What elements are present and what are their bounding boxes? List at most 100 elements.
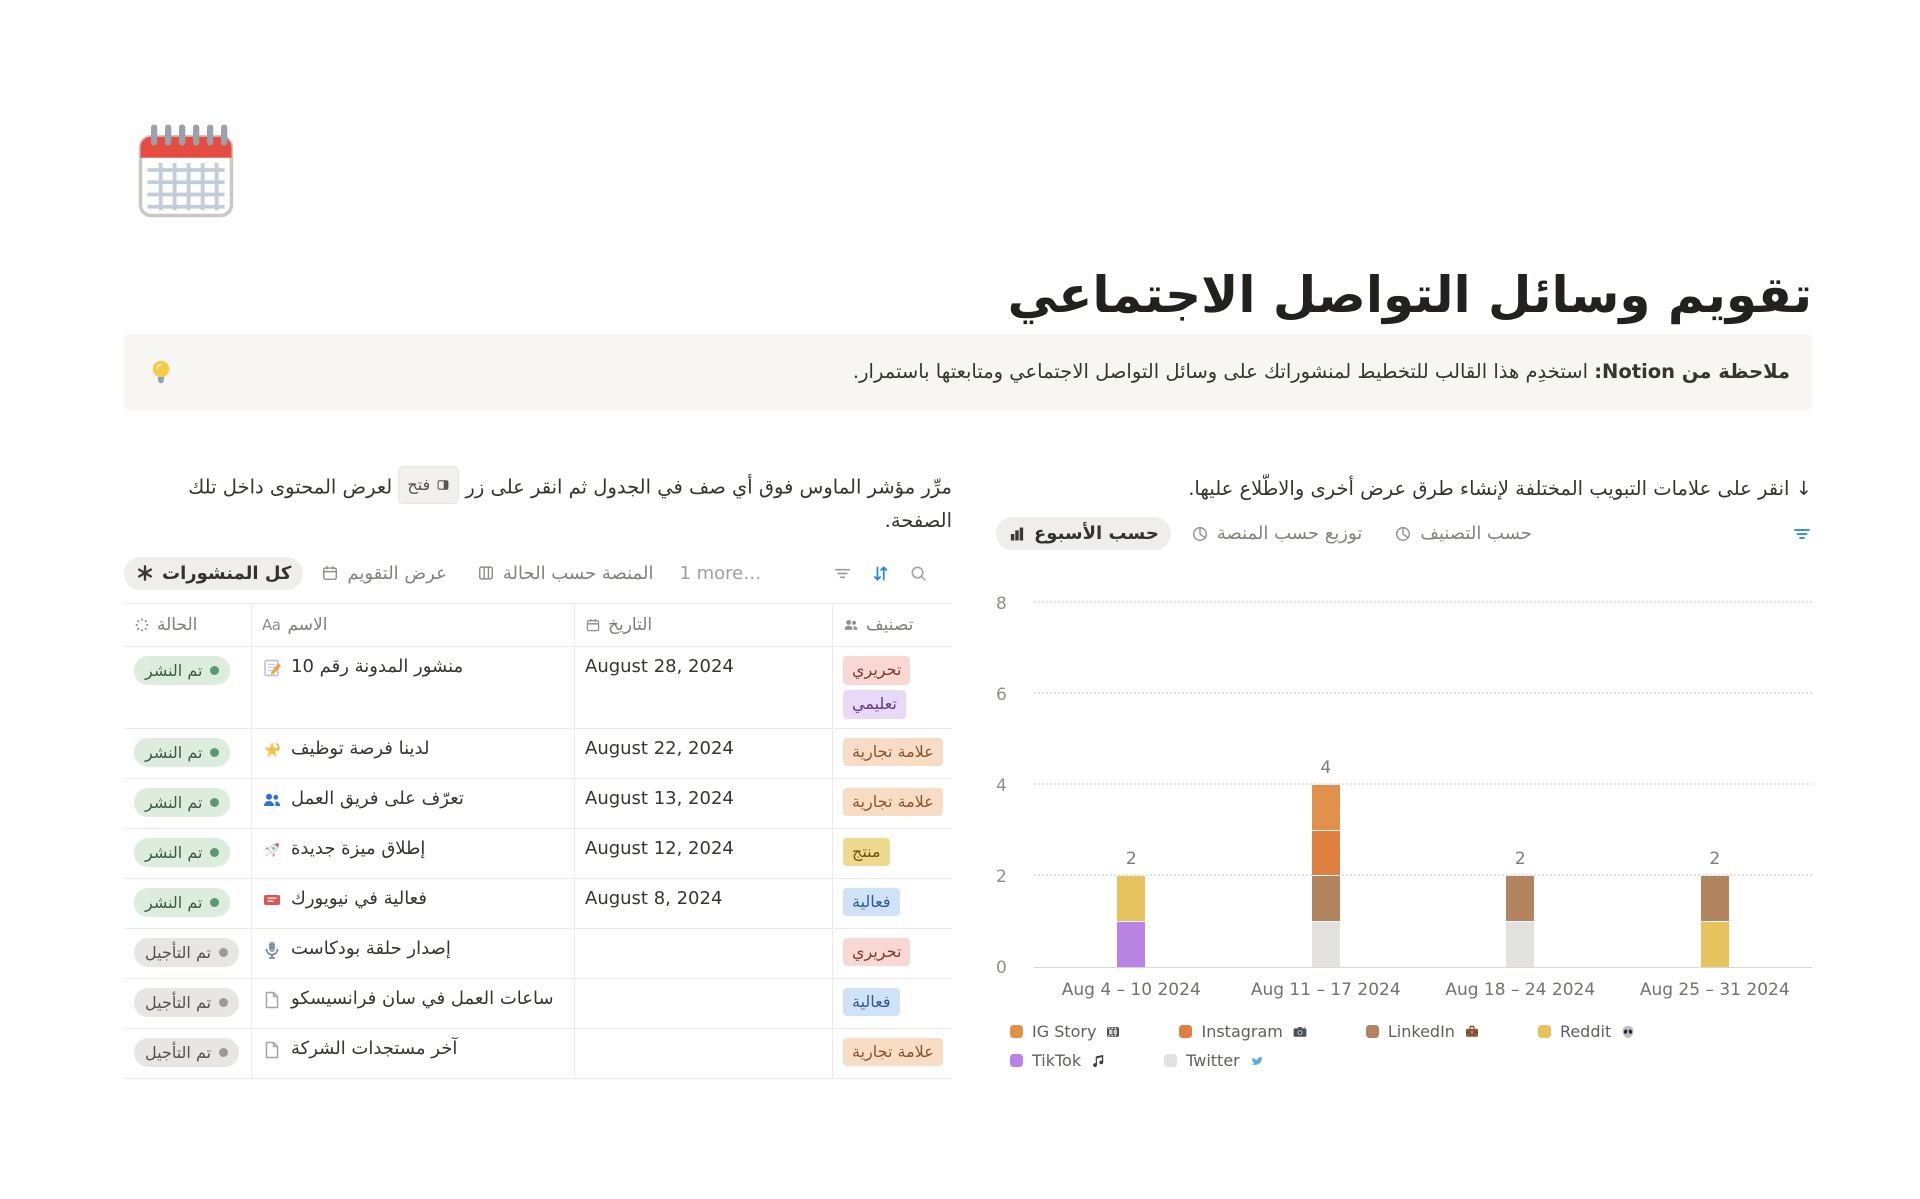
legend-swatch	[1179, 1025, 1193, 1038]
search-icon[interactable]	[909, 564, 928, 583]
category-chip[interactable]: تعليمي	[843, 689, 906, 719]
tags-cell[interactable]: منتج	[833, 829, 952, 878]
name-cell[interactable]: إصدار حلقة بودكاست	[252, 928, 575, 978]
category-chip[interactable]: تحريري	[843, 656, 911, 685]
category-chip[interactable]: علامة تجارية	[843, 737, 943, 767]
tags-cell[interactable]: علامة تجارية	[833, 1029, 952, 1078]
date-cell[interactable]: August 28, 2024	[575, 647, 833, 728]
table-row[interactable]: تم النشر إطلاق ميزة جديدة August 12, 2024 م…	[124, 828, 952, 879]
callout-body: استخدِم هذا القالب للتخطيط لمنشوراتك على…	[852, 360, 1595, 384]
date-cell[interactable]: August 22, 2024	[575, 728, 833, 778]
tab-by-week[interactable]: حسب الأسبوع	[996, 517, 1171, 550]
bar-slot: 2	[1618, 603, 1813, 967]
briefcase-icon	[1464, 1024, 1480, 1040]
status-cell[interactable]: تم النشر	[124, 728, 252, 778]
tags-cell[interactable]: فعالية	[833, 879, 952, 928]
column-header[interactable]: Aa الاسم	[252, 604, 575, 646]
category-chip[interactable]: منتج	[843, 837, 890, 867]
status-badge[interactable]: تم النشر	[134, 787, 231, 817]
gridline	[1034, 601, 1812, 603]
category-chip[interactable]: فعالية	[843, 987, 900, 1017]
status-cell[interactable]: تم النشر	[124, 878, 252, 928]
tab-by-category[interactable]: حسب التصنيف	[1382, 517, 1544, 550]
tags-cell[interactable]: علامة تجارية	[833, 729, 952, 778]
table-row[interactable]: تم التأجيل إصدار حلقة بودكاست تحريري	[124, 928, 952, 979]
status-cell[interactable]: تم التأجيل	[124, 1028, 252, 1078]
table-row[interactable]: تم النشر منشور المدونة رقم 10 August 28, 2…	[124, 647, 952, 729]
name-cell[interactable]: ساعات العمل في سان فرانسيسكو	[252, 978, 575, 1028]
side-peek-icon	[436, 478, 450, 492]
bar-segment-linkedin	[1700, 876, 1729, 922]
tab-label: حسب الأسبوع	[1034, 523, 1159, 544]
open-button[interactable]: فتح	[398, 466, 460, 504]
y-axis-label: 6	[996, 685, 1007, 705]
status-label: تم التأجيل	[145, 1042, 212, 1062]
table-row[interactable]: تم النشر تعرّف على فريق العمل August 13, 2…	[124, 778, 952, 829]
legend-item: TikTok	[1010, 1051, 1106, 1070]
bar-segment-ig-story	[1311, 785, 1340, 831]
tab-all-posts[interactable]: كل المنشورات	[124, 556, 304, 590]
name-cell[interactable]: تعرّف على فريق العمل	[252, 778, 575, 828]
status-cell[interactable]: تم النشر	[124, 828, 252, 878]
page-calendar-icon[interactable]	[130, 114, 242, 226]
pie-chart-icon	[1394, 525, 1412, 543]
name-cell[interactable]: لدينا فرصة توظيف	[252, 728, 575, 778]
bar-segment-twitter	[1311, 921, 1340, 967]
tab-by-platform[interactable]: توزيع حسب المنصة	[1179, 517, 1374, 550]
status-cell[interactable]: تم التأجيل	[124, 928, 252, 978]
post-title: تعرّف على فريق العمل	[291, 787, 464, 809]
status-badge[interactable]: تم النشر	[134, 837, 231, 867]
category-chip[interactable]: تحريري	[843, 937, 911, 967]
status-cell[interactable]: تم التأجيل	[124, 978, 252, 1028]
sort-icon[interactable]	[871, 564, 890, 583]
status-badge[interactable]: تم التأجيل	[134, 987, 240, 1017]
table-row[interactable]: تم النشر فعالية في نيويورك August 8, 2024 ف…	[124, 878, 952, 929]
microphone-icon	[262, 940, 282, 960]
legend-label: LinkedIn	[1387, 1022, 1455, 1041]
column-header[interactable]: التاريخ	[575, 604, 833, 646]
date-cell[interactable]: August 13, 2024	[575, 778, 833, 828]
status-cell[interactable]: تم النشر	[124, 647, 252, 728]
status-badge[interactable]: تم التأجيل	[134, 1037, 240, 1067]
date-cell[interactable]	[575, 1028, 833, 1078]
table-row[interactable]: تم التأجيل ساعات العمل في سان فرانسيسكو فع…	[124, 978, 952, 1029]
status-cell[interactable]: تم النشر	[124, 778, 252, 828]
column-header[interactable]: تصنيف	[833, 604, 952, 646]
tab-platform-by-status[interactable]: المنصة حسب الحالة	[465, 557, 666, 590]
tags-cell[interactable]: تحريري	[833, 929, 952, 978]
tab-calendar-view[interactable]: عرض التقويم	[309, 557, 458, 590]
column-header[interactable]: الحالة	[124, 604, 252, 646]
post-title: إصدار حلقة بودكاست	[291, 937, 451, 959]
date-cell[interactable]: August 8, 2024	[575, 878, 833, 928]
chart-filter-icon[interactable]	[1792, 524, 1812, 544]
chart-plot: 0 2 4 6 8 2 4 2 2	[996, 594, 1813, 978]
category-chip[interactable]: علامة تجارية	[843, 787, 943, 817]
category-chip[interactable]: علامة تجارية	[843, 1037, 943, 1067]
category-chip[interactable]: فعالية	[843, 887, 900, 917]
name-cell[interactable]: آخر مستجدات الشركة	[252, 1028, 575, 1078]
bar-segment-reddit	[1117, 876, 1146, 922]
name-cell[interactable]: فعالية في نيويورك	[252, 878, 575, 928]
table-row[interactable]: تم التأجيل آخر مستجدات الشركة علامة تجارية	[124, 1028, 952, 1079]
status-badge[interactable]: تم النشر	[134, 656, 231, 686]
name-cell[interactable]: إطلاق ميزة جديدة	[252, 828, 575, 878]
callout-text: ملاحظة من Notion: استخدِم هذا القالب للت…	[194, 357, 1790, 386]
hint-before: مرِّر مؤشر الماوس فوق أي صف في الجدول ثم…	[459, 475, 952, 499]
date-cell[interactable]	[575, 978, 833, 1028]
filter-icon[interactable]	[833, 564, 852, 583]
table-hint: مرِّر مؤشر الماوس فوق أي صف في الجدول ثم…	[124, 466, 952, 537]
tags-cell[interactable]: علامة تجارية	[833, 779, 952, 828]
name-cell[interactable]: منشور المدونة رقم 10	[252, 647, 575, 728]
more-tabs[interactable]: 1 more…	[679, 562, 762, 584]
table-row[interactable]: تم النشر لدينا فرصة توظيف August 22, 2024 ع…	[124, 728, 952, 779]
legend-label: Twitter	[1186, 1051, 1240, 1070]
tags-cell[interactable]: فعالية	[833, 979, 952, 1028]
tags-cell[interactable]: تحريري تعليمي	[833, 647, 952, 728]
status-badge[interactable]: تم النشر	[134, 737, 231, 767]
status-badge[interactable]: تم النشر	[134, 887, 231, 917]
date-cell[interactable]	[575, 928, 833, 978]
date-cell[interactable]: August 12, 2024	[575, 828, 833, 878]
chart-x-labels: Aug 4 – 10 2024 Aug 11 – 17 2024 Aug 18 – …	[1034, 980, 1812, 1000]
status-label: تم النشر	[145, 842, 203, 862]
status-badge[interactable]: تم التأجيل	[134, 937, 240, 967]
